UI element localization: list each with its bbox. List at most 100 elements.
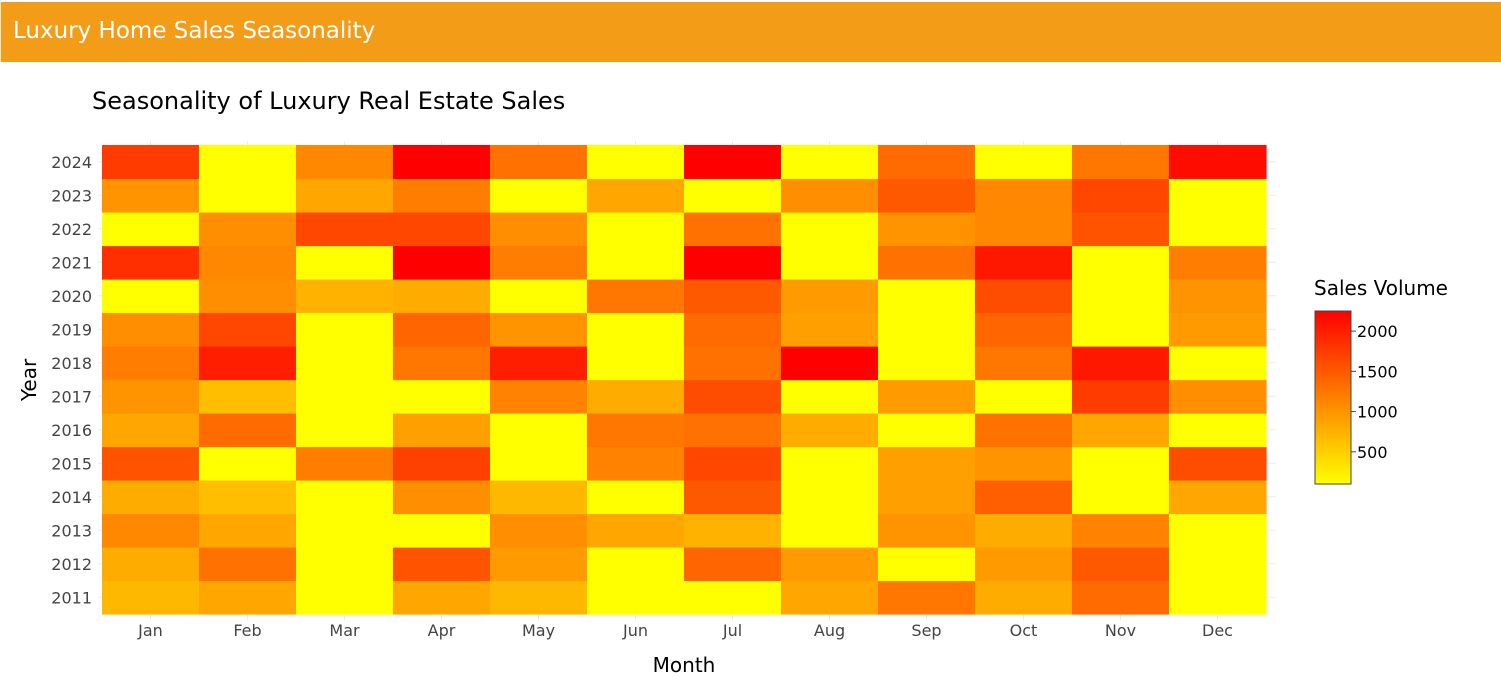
heatmap-cell-2013-Aug[interactable] — [781, 513, 879, 548]
heatmap-cell-2024-Mar[interactable] — [296, 145, 394, 180]
heatmap-cell-2021-Dec[interactable] — [1169, 245, 1267, 280]
heatmap-cell-2023-Aug[interactable] — [781, 178, 879, 213]
heatmap-cell-2022-Feb[interactable] — [199, 212, 297, 247]
heatmap-cell-2018-Jul[interactable] — [684, 346, 782, 381]
heatmap-cell-2012-Aug[interactable] — [781, 547, 879, 582]
heatmap-cell-2017-Jan[interactable] — [102, 379, 200, 414]
heatmap-cell-2014-May[interactable] — [490, 480, 588, 515]
heatmap-cell-2024-Dec[interactable] — [1169, 145, 1267, 180]
heatmap-cell-2012-Nov[interactable] — [1072, 547, 1170, 582]
heatmap-cell-2023-Oct[interactable] — [975, 178, 1073, 213]
heatmap-cell-2017-Oct[interactable] — [975, 379, 1073, 414]
heatmap-cell-2020-Apr[interactable] — [393, 279, 491, 314]
heatmap-cell-2021-Jul[interactable] — [684, 245, 782, 280]
heatmap-cell-2012-Sep[interactable] — [878, 547, 976, 582]
heatmap-cell-2012-Dec[interactable] — [1169, 547, 1267, 582]
heatmap-cell-2020-Dec[interactable] — [1169, 279, 1267, 314]
heatmap-cell-2012-Mar[interactable] — [296, 547, 394, 582]
heatmap-cell-2013-Mar[interactable] — [296, 513, 394, 548]
heatmap-cell-2018-Oct[interactable] — [975, 346, 1073, 381]
heatmap-cell-2019-Apr[interactable] — [393, 312, 491, 347]
heatmap-cell-2020-Mar[interactable] — [296, 279, 394, 314]
heatmap-cell-2018-Nov[interactable] — [1072, 346, 1170, 381]
heatmap-cell-2011-Jan[interactable] — [102, 580, 200, 615]
heatmap-cell-2019-Feb[interactable] — [199, 312, 297, 347]
heatmap-cell-2024-Oct[interactable] — [975, 145, 1073, 180]
heatmap-cell-2013-Jun[interactable] — [587, 513, 685, 548]
heatmap-cell-2017-Sep[interactable] — [878, 379, 976, 414]
heatmap-cell-2022-Nov[interactable] — [1072, 212, 1170, 247]
heatmap-cell-2023-Sep[interactable] — [878, 178, 976, 213]
heatmap-cell-2015-Aug[interactable] — [781, 446, 879, 481]
heatmap-cell-2018-Aug[interactable] — [781, 346, 879, 381]
heatmap-cell-2021-Nov[interactable] — [1072, 245, 1170, 280]
heatmap-cell-2021-Sep[interactable] — [878, 245, 976, 280]
heatmap-cell-2011-Oct[interactable] — [975, 580, 1073, 615]
heatmap-cell-2011-May[interactable] — [490, 580, 588, 615]
heatmap-cell-2018-Sep[interactable] — [878, 346, 976, 381]
heatmap-cell-2023-Mar[interactable] — [296, 178, 394, 213]
heatmap-cell-2021-Mar[interactable] — [296, 245, 394, 280]
heatmap-cell-2013-Feb[interactable] — [199, 513, 297, 548]
heatmap-cell-2018-Feb[interactable] — [199, 346, 297, 381]
heatmap-cell-2013-May[interactable] — [490, 513, 588, 548]
heatmap-cell-2012-Apr[interactable] — [393, 547, 491, 582]
heatmap-cell-2012-Oct[interactable] — [975, 547, 1073, 582]
heatmap-cell-2017-Dec[interactable] — [1169, 379, 1267, 414]
heatmap-cell-2016-Jul[interactable] — [684, 413, 782, 448]
heatmap-cell-2022-Jul[interactable] — [684, 212, 782, 247]
heatmap-cell-2011-Mar[interactable] — [296, 580, 394, 615]
heatmap-cell-2011-Dec[interactable] — [1169, 580, 1267, 615]
heatmap-cell-2013-Jul[interactable] — [684, 513, 782, 548]
heatmap-cell-2011-Jul[interactable] — [684, 580, 782, 615]
heatmap-cell-2014-Oct[interactable] — [975, 480, 1073, 515]
heatmap-cell-2013-Oct[interactable] — [975, 513, 1073, 548]
heatmap-cell-2024-Aug[interactable] — [781, 145, 879, 180]
heatmap-cells[interactable] — [102, 145, 1267, 615]
heatmap-cell-2019-May[interactable] — [490, 312, 588, 347]
heatmap-cell-2014-Feb[interactable] — [199, 480, 297, 515]
heatmap-cell-2016-Sep[interactable] — [878, 413, 976, 448]
heatmap-cell-2022-Oct[interactable] — [975, 212, 1073, 247]
heatmap-cell-2015-Sep[interactable] — [878, 446, 976, 481]
heatmap-cell-2020-Oct[interactable] — [975, 279, 1073, 314]
heatmap-cell-2012-Jun[interactable] — [587, 547, 685, 582]
heatmap-cell-2022-Dec[interactable] — [1169, 212, 1267, 247]
heatmap-cell-2015-Nov[interactable] — [1072, 446, 1170, 481]
heatmap-cell-2014-Mar[interactable] — [296, 480, 394, 515]
heatmap-cell-2017-Mar[interactable] — [296, 379, 394, 414]
heatmap-cell-2021-Feb[interactable] — [199, 245, 297, 280]
heatmap-cell-2013-Dec[interactable] — [1169, 513, 1267, 548]
heatmap-cell-2013-Jan[interactable] — [102, 513, 200, 548]
heatmap-cell-2014-Sep[interactable] — [878, 480, 976, 515]
heatmap-cell-2023-Dec[interactable] — [1169, 178, 1267, 213]
heatmap-cell-2016-Nov[interactable] — [1072, 413, 1170, 448]
heatmap-cell-2020-Aug[interactable] — [781, 279, 879, 314]
heatmap-cell-2015-Mar[interactable] — [296, 446, 394, 481]
heatmap-cell-2015-Jul[interactable] — [684, 446, 782, 481]
heatmap-cell-2023-May[interactable] — [490, 178, 588, 213]
heatmap-cell-2022-Jan[interactable] — [102, 212, 200, 247]
heatmap-cell-2020-Jul[interactable] — [684, 279, 782, 314]
heatmap-cell-2023-Apr[interactable] — [393, 178, 491, 213]
heatmap-cell-2011-Jun[interactable] — [587, 580, 685, 615]
heatmap-cell-2022-Mar[interactable] — [296, 212, 394, 247]
heatmap-cell-2020-Nov[interactable] — [1072, 279, 1170, 314]
heatmap-cell-2022-Apr[interactable] — [393, 212, 491, 247]
heatmap-cell-2024-Jun[interactable] — [587, 145, 685, 180]
heatmap-cell-2014-Nov[interactable] — [1072, 480, 1170, 515]
heatmap-cell-2019-Nov[interactable] — [1072, 312, 1170, 347]
heatmap-cell-2019-Jun[interactable] — [587, 312, 685, 347]
heatmap-cell-2018-May[interactable] — [490, 346, 588, 381]
heatmap-cell-2018-Dec[interactable] — [1169, 346, 1267, 381]
heatmap-cell-2019-Sep[interactable] — [878, 312, 976, 347]
heatmap-cell-2018-Jan[interactable] — [102, 346, 200, 381]
heatmap-cell-2024-Nov[interactable] — [1072, 145, 1170, 180]
heatmap-cell-2016-Oct[interactable] — [975, 413, 1073, 448]
heatmap-cell-2019-Oct[interactable] — [975, 312, 1073, 347]
heatmap-cell-2019-Jul[interactable] — [684, 312, 782, 347]
heatmap-cell-2021-Aug[interactable] — [781, 245, 879, 280]
heatmap-cell-2020-Jan[interactable] — [102, 279, 200, 314]
heatmap-cell-2015-Feb[interactable] — [199, 446, 297, 481]
